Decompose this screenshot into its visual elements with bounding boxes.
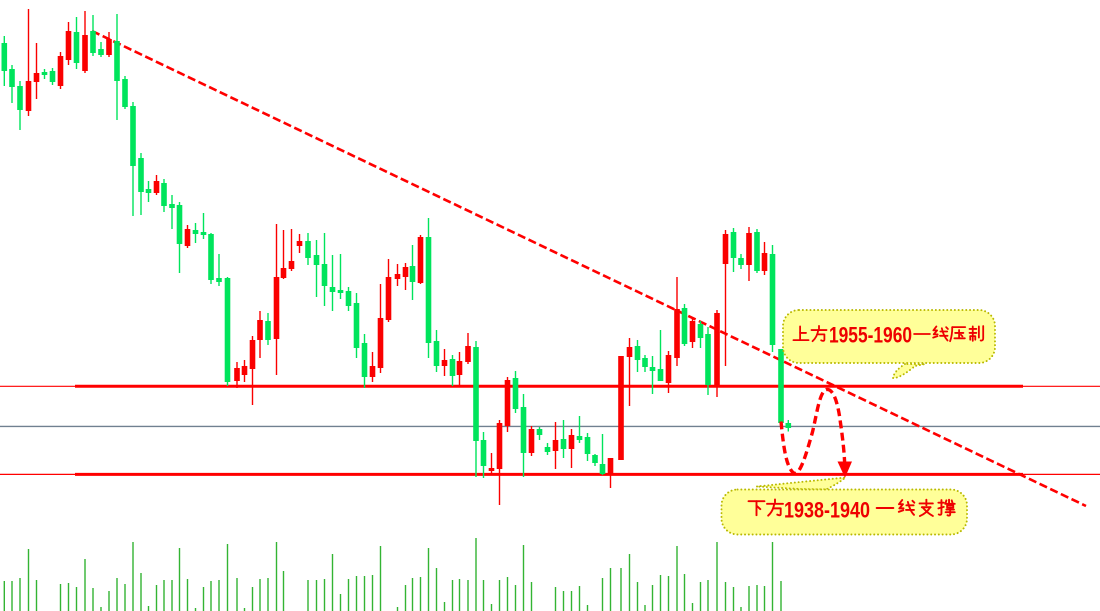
svg-text:1955-1960: 1955-1960 — [829, 323, 912, 348]
svg-text:1938-1940: 1938-1940 — [784, 498, 870, 523]
